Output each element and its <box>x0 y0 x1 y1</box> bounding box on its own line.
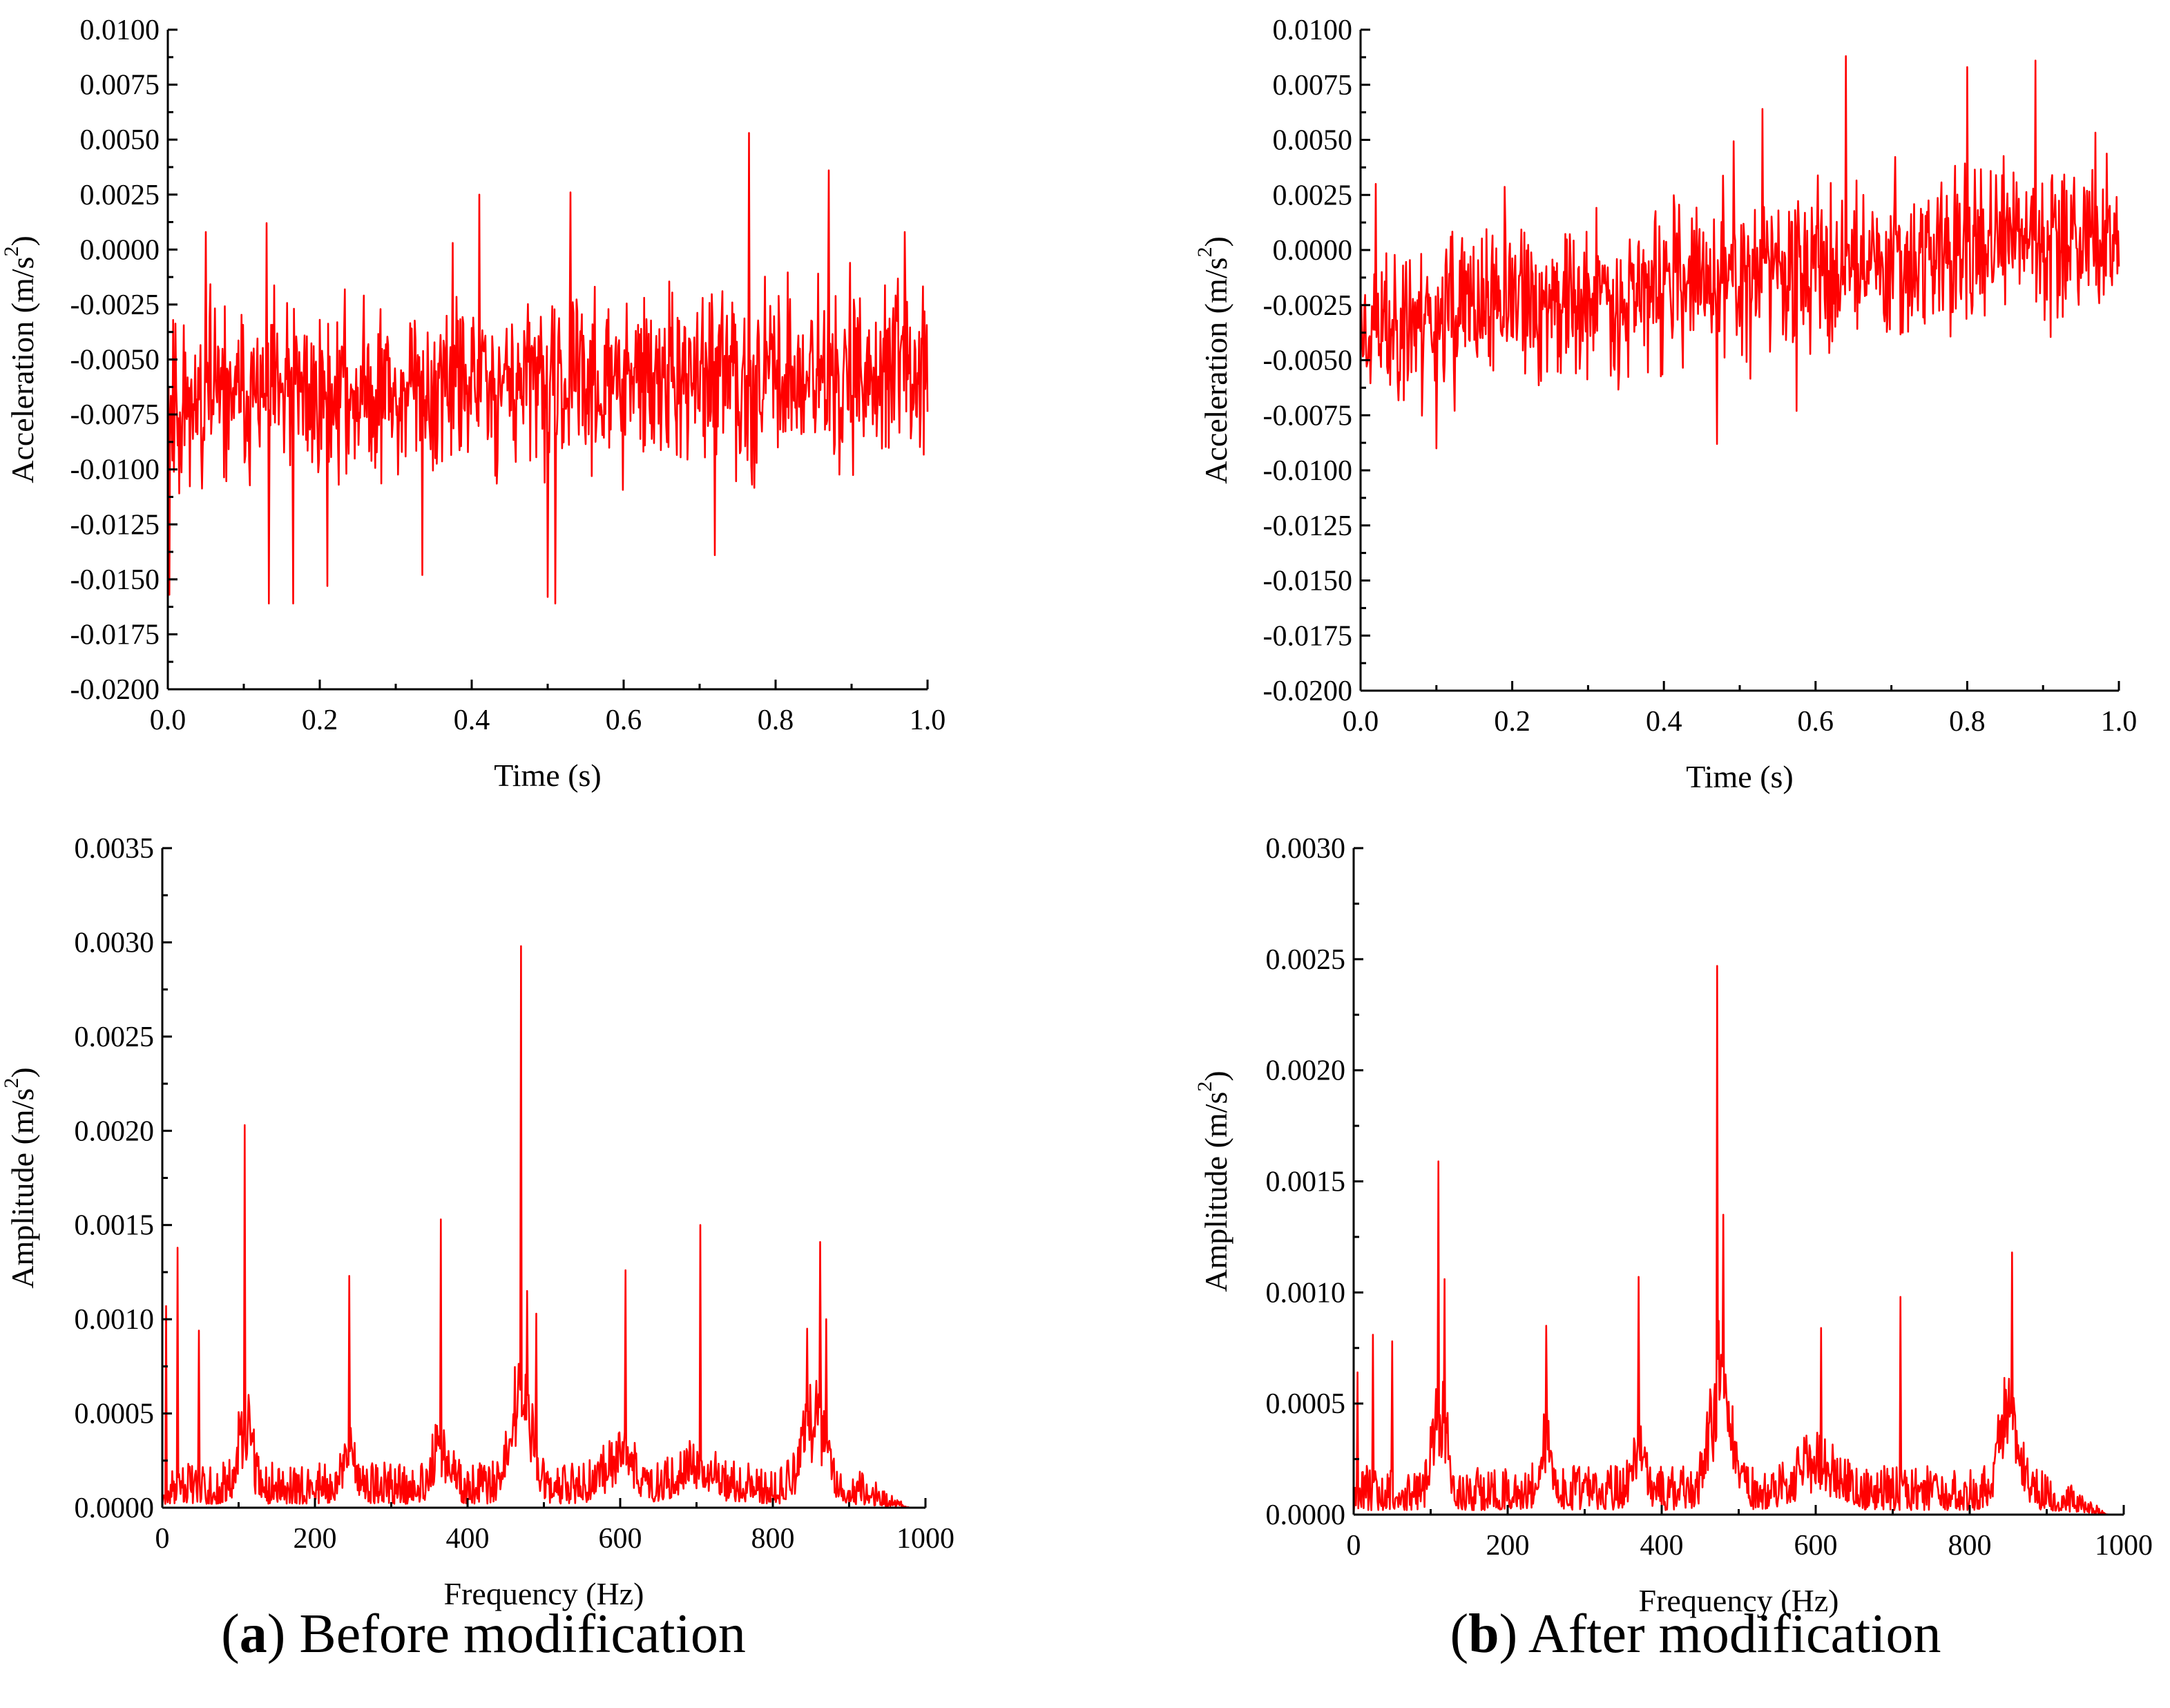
series-line-amplitude <box>161 945 926 1509</box>
y-tick-label: -0.0075 <box>1263 400 1353 432</box>
y-tick-label: 0.0075 <box>80 70 160 102</box>
x-tick-label: 0.4 <box>454 704 490 736</box>
y-tick-label: 0.0035 <box>75 833 155 865</box>
y-axis-title: Amplitude (m/s2) <box>0 1067 40 1288</box>
x-tick-label: 600 <box>599 1523 642 1555</box>
y-tick-label: 0.0000 <box>1273 235 1353 267</box>
x-tick-label: 0 <box>155 1523 170 1555</box>
x-axis-title: Frequency (Hz) <box>444 1576 644 1611</box>
caption-b-text: After modification <box>1517 1604 1941 1664</box>
x-tick-label: 1.0 <box>910 704 946 736</box>
y-axis-title: Amplitude (m/s2) <box>1193 1071 1233 1292</box>
x-axis-title: Frequency (Hz) <box>1639 1583 1839 1618</box>
x-tick-label: 0.8 <box>1949 706 1986 738</box>
x-tick-label: 600 <box>1794 1530 1838 1562</box>
y-tick-label: 0.0025 <box>1273 180 1353 211</box>
y-tick-label: 0.0015 <box>75 1210 155 1242</box>
y-axis-title: Acceleration (m/s2) <box>1193 236 1233 484</box>
y-tick-label: 0.0025 <box>80 180 160 211</box>
caption-a-letter: a <box>240 1604 267 1664</box>
y-tick-label: -0.0175 <box>70 619 160 651</box>
y-tick-label: -0.0200 <box>1263 675 1353 707</box>
x-tick-label: 1000 <box>896 1523 954 1555</box>
y-tick-label: 0.0005 <box>1266 1388 1346 1420</box>
y-tick-label: 0.0005 <box>75 1399 155 1430</box>
y-tick-label: -0.0150 <box>1263 566 1353 597</box>
y-tick-label: -0.0075 <box>70 399 160 431</box>
caption-b: (b) After modification <box>1450 1604 1941 1664</box>
y-axis-title: Acceleration (m/s2) <box>0 236 40 483</box>
y-tick-label: 0.0075 <box>1273 70 1353 102</box>
x-tick-label: 400 <box>446 1523 490 1555</box>
y-tick-label: -0.0100 <box>1263 455 1353 487</box>
x-tick-label: 800 <box>751 1523 795 1555</box>
x-tick-label: 0.8 <box>758 704 794 736</box>
x-tick-label: 1000 <box>2095 1530 2153 1562</box>
y-tick-label: 0.0015 <box>1266 1167 1346 1198</box>
y-tick-label: 0.0030 <box>75 927 155 959</box>
caption-b-letter: b <box>1468 1604 1499 1664</box>
y-tick-label: -0.0025 <box>1263 290 1353 322</box>
y-tick-label: 0.0025 <box>75 1021 155 1053</box>
x-tick-label: 0.4 <box>1646 706 1682 738</box>
y-tick-label: 0.0100 <box>80 15 160 46</box>
x-axis-title: Time (s) <box>494 758 602 793</box>
y-tick-label: 0.0000 <box>75 1493 155 1524</box>
y-tick-label: -0.0025 <box>70 289 160 321</box>
y-tick-label: 0.0020 <box>75 1115 155 1147</box>
x-tick-label: 0.0 <box>150 704 186 736</box>
x-tick-label: 0.6 <box>606 704 642 736</box>
y-tick-label: -0.0050 <box>1263 345 1353 377</box>
y-tick-label: 0.0020 <box>1266 1055 1346 1087</box>
y-tick-label: 0.0050 <box>80 124 160 156</box>
y-tick-label: -0.0100 <box>70 454 160 486</box>
y-tick-label: -0.0150 <box>70 564 160 596</box>
chart-a-time-acceleration: -0.0200 -0.0175 -0.0150 -0.0125 -0.0100 -0.00… <box>0 15 945 793</box>
x-tick-label: 200 <box>1486 1530 1530 1562</box>
series-line-acceleration <box>166 132 929 605</box>
y-tick-label: 0.0000 <box>80 234 160 266</box>
chart-b-frequency-spectrum: 0.0000 0.0005 0.0010 0.0015 0.0020 0.0025 0.00… <box>1193 833 2153 1618</box>
x-tick-label: 400 <box>1640 1530 1684 1562</box>
y-tick-label: 0.0010 <box>75 1304 155 1336</box>
y-tick-label: -0.0175 <box>1263 620 1353 652</box>
x-tick-label: 0.2 <box>1494 706 1530 738</box>
x-tick-label: 0.6 <box>1798 706 1834 738</box>
y-tick-label: 0.0025 <box>1266 944 1346 976</box>
series-line-amplitude <box>1352 965 2124 1516</box>
y-tick-label: 0.0100 <box>1273 15 1353 46</box>
x-tick-label: 0.0 <box>1343 706 1379 738</box>
caption-a: (a) Before modification <box>221 1604 746 1664</box>
caption-a-text: Before modification <box>285 1604 745 1664</box>
y-tick-label: -0.0200 <box>70 674 160 706</box>
chart-b-time-acceleration: -0.0200 -0.0175 -0.0150 -0.0125 -0.0100 -0.00… <box>1193 15 2138 794</box>
series-line-acceleration <box>1359 55 2120 450</box>
y-tick-label: -0.0050 <box>70 345 160 376</box>
x-tick-label: 200 <box>294 1523 337 1555</box>
x-tick-label: 1.0 <box>2101 706 2138 738</box>
y-tick-label: 0.0010 <box>1266 1277 1346 1309</box>
chart-a-frequency-spectrum: 0.0000 0.0005 0.0010 0.0015 0.0020 0.0025 0.00… <box>0 833 954 1611</box>
y-tick-label: -0.0125 <box>70 509 160 541</box>
y-tick-label: 0.0000 <box>1266 1499 1346 1531</box>
x-tick-label: 0.2 <box>302 704 338 736</box>
x-axis-title: Time (s) <box>1686 759 1794 794</box>
x-tick-label: 0 <box>1347 1530 1361 1562</box>
y-tick-label: 0.0030 <box>1266 833 1346 865</box>
x-tick-label: 800 <box>1948 1530 1992 1562</box>
y-tick-label: -0.0125 <box>1263 510 1353 542</box>
y-tick-label: 0.0050 <box>1273 125 1353 157</box>
